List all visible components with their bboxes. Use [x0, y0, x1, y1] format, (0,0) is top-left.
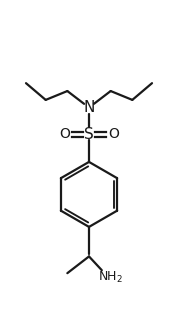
Text: O: O: [108, 127, 119, 141]
Text: N: N: [83, 100, 95, 115]
Text: NH$_2$: NH$_2$: [98, 269, 123, 285]
Text: O: O: [59, 127, 70, 141]
Text: S: S: [84, 127, 94, 142]
